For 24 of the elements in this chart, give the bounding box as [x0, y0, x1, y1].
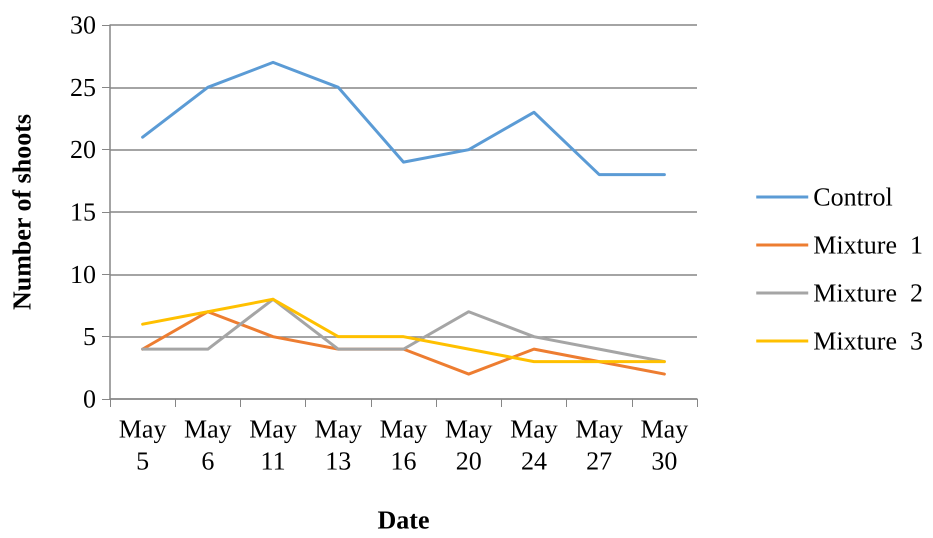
y-tick-label: 15 — [70, 198, 96, 226]
x-tick-label: May 24 — [510, 414, 558, 476]
y-tick-label: 20 — [70, 135, 96, 164]
x-tick-label: May 5 — [118, 414, 166, 476]
legend-label: Mixture 2 — [813, 278, 923, 308]
legend-label: Mixture 3 — [813, 326, 923, 356]
y-tick-label: 5 — [83, 322, 96, 352]
y-tick-label: 25 — [70, 72, 96, 102]
x-tick-label: May 16 — [380, 414, 428, 476]
y-axis-title: Number of shoots — [8, 114, 36, 310]
x-tick-label: May 20 — [444, 414, 493, 476]
y-tick-label: 30 — [70, 10, 96, 40]
x-tick-label: May 13 — [314, 414, 362, 476]
x-tick-label: May 6 — [184, 414, 232, 476]
legend-label: Mixture 1 — [813, 230, 923, 260]
y-tick-label: 0 — [83, 384, 96, 414]
legend-label: Control — [813, 182, 893, 212]
x-tick-label: May 11 — [249, 414, 297, 476]
y-tick-label: 10 — [70, 260, 96, 289]
line-series — [141, 60, 666, 176]
x-tick-label: May 30 — [640, 414, 688, 476]
x-tick-label: May 27 — [575, 414, 624, 476]
line-series — [141, 298, 666, 364]
x-axis-title: Date — [378, 506, 430, 534]
